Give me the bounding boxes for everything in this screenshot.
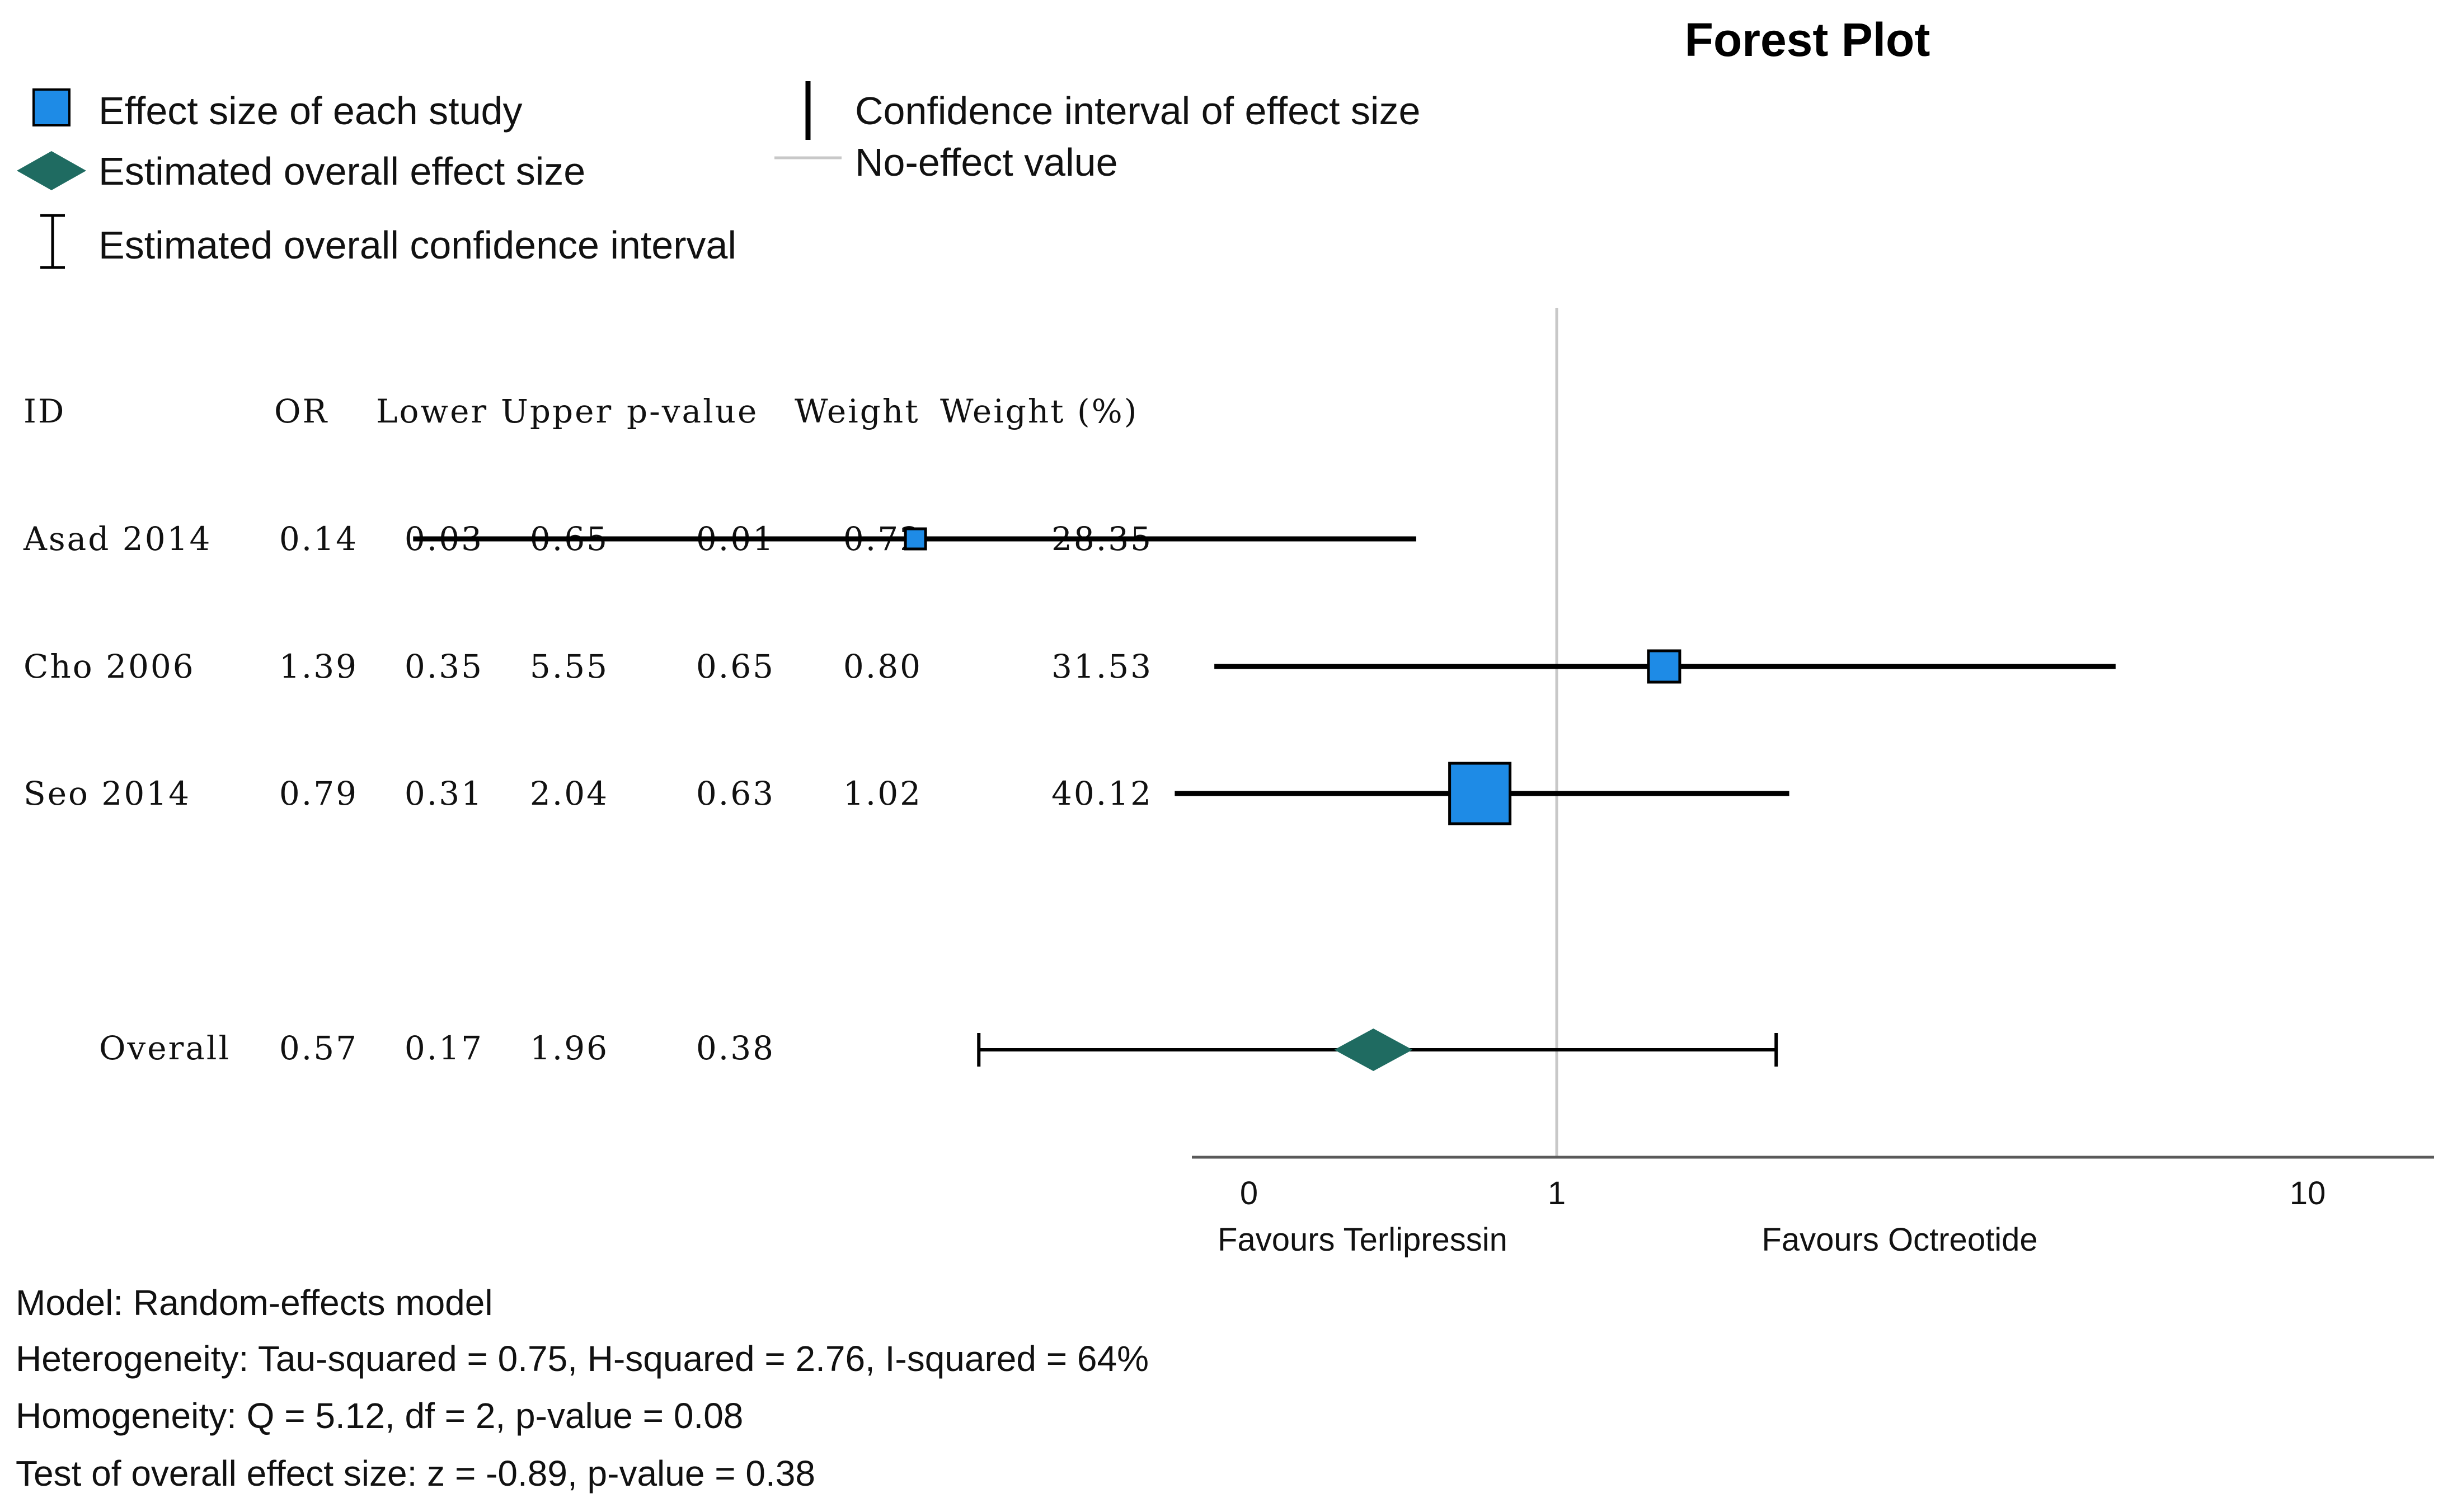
- column-header: Weight (%): [940, 392, 1138, 430]
- model-notes: Model: Random-effects model Heterogeneity…: [16, 1283, 1149, 1494]
- column-header: OR: [274, 392, 328, 430]
- overall-cell: 1.96: [530, 1029, 609, 1067]
- legend-overall-ci-label: Estimated overall confidence interval: [98, 223, 736, 267]
- overall-cell: 0.57: [279, 1029, 358, 1067]
- column-header: p-value: [627, 392, 758, 430]
- model-note: Heterogeneity: Tau-squared = 0.75, H-squ…: [16, 1339, 1149, 1379]
- table-cell: Asad 2014: [23, 520, 212, 558]
- x-tick-label: 10: [2290, 1175, 2326, 1212]
- table-cell: 1.02: [843, 774, 922, 813]
- table-cell: 2.04: [530, 774, 609, 813]
- table-cell: Seo 2014: [24, 774, 191, 813]
- column-header: Upper: [501, 392, 613, 430]
- legend-study-label: Effect size of each study: [98, 89, 522, 133]
- table-cell: Cho 2006: [24, 647, 195, 685]
- table-cell: 0.31: [405, 774, 483, 813]
- plot-area: 0 1 10 Favours Terlipressin Favours Octreoti…: [413, 308, 2434, 1258]
- study-table: ID OR Lower Upper p-value Weight Weight (%) Asa…: [23, 392, 1153, 1067]
- table-cell: 0.14: [279, 520, 358, 558]
- table-cell: 31.53: [1051, 647, 1153, 685]
- x-tick-label: 0: [1240, 1175, 1258, 1212]
- study-effect-marker: [1448, 762, 1512, 825]
- legend-ci-label: Confidence interval of effect size: [855, 89, 1420, 133]
- table-cell: 0.65: [696, 647, 775, 685]
- overall-cell: 0.17: [405, 1029, 483, 1067]
- column-header: Lower: [376, 392, 488, 430]
- table-cell: 0.80: [843, 647, 922, 685]
- legend: Effect size of each study Estimated over…: [17, 81, 1420, 269]
- study-effect-marker: [904, 527, 927, 551]
- study-effect-marker: [1647, 649, 1681, 684]
- x-tick-label: 1: [1548, 1175, 1566, 1212]
- legend-overall-label: Estimated overall effect size: [98, 149, 585, 193]
- model-note: Model: Random-effects model: [16, 1283, 493, 1323]
- favours-left-label: Favours Terlipressin: [1218, 1222, 1507, 1258]
- legend-study-square-icon: [32, 88, 71, 126]
- table-cell: 0.35: [405, 647, 483, 685]
- table-cell: 40.12: [1051, 774, 1153, 813]
- legend-overall-diamond-icon: [17, 151, 86, 190]
- column-header: Weight: [795, 392, 920, 430]
- chart-title: Forest Plot: [1685, 13, 1930, 66]
- overall-effect-diamond: [1334, 1029, 1413, 1071]
- favours-right-label: Favours Octreotide: [1762, 1222, 2037, 1258]
- legend-overall-ci-icon: [40, 214, 65, 269]
- model-note: Homogeneity: Q = 5.12, df = 2, p-value =…: [16, 1396, 743, 1436]
- overall-cell: Overall: [99, 1029, 231, 1067]
- table-cell: 0.63: [696, 774, 775, 813]
- model-note: Test of overall effect size: z = -0.89, …: [16, 1453, 815, 1494]
- table-cell: 1.39: [279, 647, 358, 685]
- legend-no-effect-label: No-effect value: [855, 140, 1118, 184]
- table-cell: 0.79: [279, 774, 358, 813]
- table-cell: 5.55: [530, 647, 609, 685]
- column-header: ID: [24, 392, 65, 430]
- overall-cell: 0.38: [696, 1029, 775, 1067]
